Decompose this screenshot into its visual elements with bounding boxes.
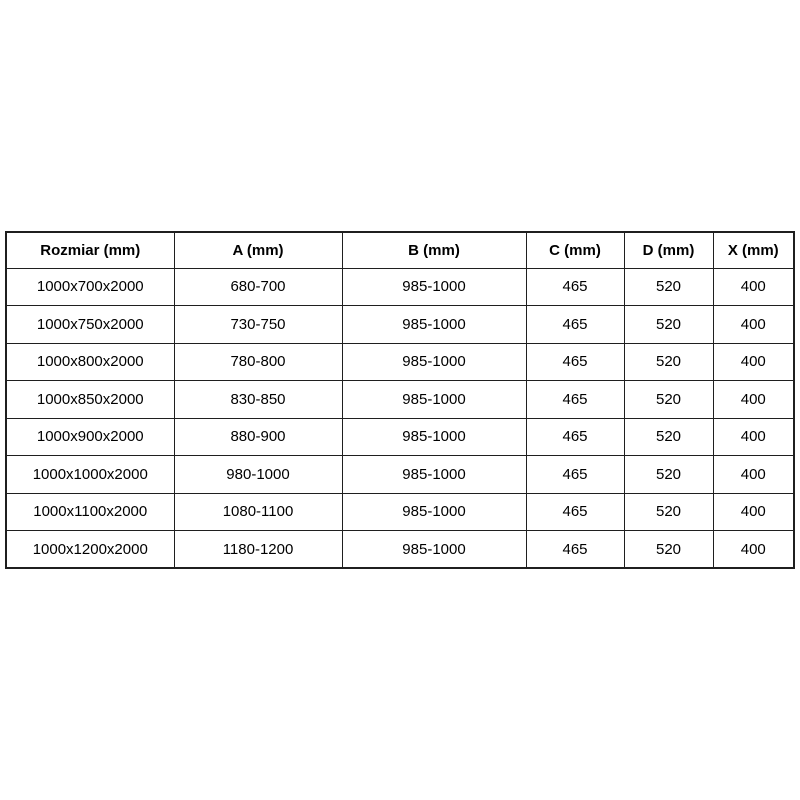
cell-c: 465: [525, 455, 625, 494]
cell-b: 985-1000: [341, 267, 527, 306]
cell-d: 520: [623, 380, 714, 419]
table-row: 1000x750x2000 730-750 985-1000 465 520 4…: [5, 305, 795, 344]
header-row: Rozmiar (mm) A (mm) B (mm) C (mm) D (mm)…: [5, 231, 795, 269]
cell-b: 985-1000: [341, 530, 527, 569]
cell-rozmiar: 1000x850x2000: [5, 380, 175, 419]
column-header-c: C (mm): [525, 231, 625, 269]
cell-b: 985-1000: [341, 417, 527, 456]
cell-a: 780-800: [173, 342, 343, 381]
table-row: 1000x900x2000 880-900 985-1000 465 520 4…: [5, 417, 795, 456]
cell-d: 520: [623, 267, 714, 306]
cell-x: 400: [712, 417, 795, 456]
table-row: 1000x850x2000 830-850 985-1000 465 520 4…: [5, 380, 795, 419]
cell-x: 400: [712, 305, 795, 344]
table-row: 1000x1100x2000 1080-1100 985-1000 465 52…: [5, 492, 795, 531]
column-header-a: A (mm): [173, 231, 343, 269]
cell-a: 1080-1100: [173, 492, 343, 531]
dimensions-table: Rozmiar (mm) A (mm) B (mm) C (mm) D (mm)…: [5, 231, 795, 569]
cell-a: 830-850: [173, 380, 343, 419]
cell-a: 1180-1200: [173, 530, 343, 569]
cell-rozmiar: 1000x1200x2000: [5, 530, 175, 569]
cell-c: 465: [525, 417, 625, 456]
cell-c: 465: [525, 305, 625, 344]
cell-x: 400: [712, 380, 795, 419]
cell-rozmiar: 1000x900x2000: [5, 417, 175, 456]
cell-c: 465: [525, 380, 625, 419]
cell-rozmiar: 1000x800x2000: [5, 342, 175, 381]
column-header-b: B (mm): [341, 231, 527, 269]
table-row: 1000x1200x2000 1180-1200 985-1000 465 52…: [5, 530, 795, 569]
table-row: 1000x1000x2000 980-1000 985-1000 465 520…: [5, 455, 795, 494]
cell-c: 465: [525, 530, 625, 569]
cell-b: 985-1000: [341, 380, 527, 419]
cell-x: 400: [712, 492, 795, 531]
column-header-rozmiar: Rozmiar (mm): [5, 231, 175, 269]
cell-c: 465: [525, 492, 625, 531]
cell-a: 880-900: [173, 417, 343, 456]
column-header-d: D (mm): [623, 231, 714, 269]
cell-c: 465: [525, 342, 625, 381]
cell-rozmiar: 1000x700x2000: [5, 267, 175, 306]
table-row: 1000x700x2000 680-700 985-1000 465 520 4…: [5, 267, 795, 306]
cell-x: 400: [712, 342, 795, 381]
cell-a: 680-700: [173, 267, 343, 306]
cell-d: 520: [623, 342, 714, 381]
table-row: 1000x800x2000 780-800 985-1000 465 520 4…: [5, 342, 795, 381]
cell-rozmiar: 1000x750x2000: [5, 305, 175, 344]
cell-d: 520: [623, 530, 714, 569]
cell-d: 520: [623, 492, 714, 531]
cell-x: 400: [712, 530, 795, 569]
cell-a: 980-1000: [173, 455, 343, 494]
cell-x: 400: [712, 455, 795, 494]
cell-d: 520: [623, 305, 714, 344]
cell-rozmiar: 1000x1100x2000: [5, 492, 175, 531]
column-header-x: X (mm): [712, 231, 795, 269]
cell-d: 520: [623, 417, 714, 456]
cell-d: 520: [623, 455, 714, 494]
cell-b: 985-1000: [341, 455, 527, 494]
cell-b: 985-1000: [341, 342, 527, 381]
cell-rozmiar: 1000x1000x2000: [5, 455, 175, 494]
cell-x: 400: [712, 267, 795, 306]
cell-c: 465: [525, 267, 625, 306]
cell-b: 985-1000: [341, 492, 527, 531]
cell-b: 985-1000: [341, 305, 527, 344]
cell-a: 730-750: [173, 305, 343, 344]
